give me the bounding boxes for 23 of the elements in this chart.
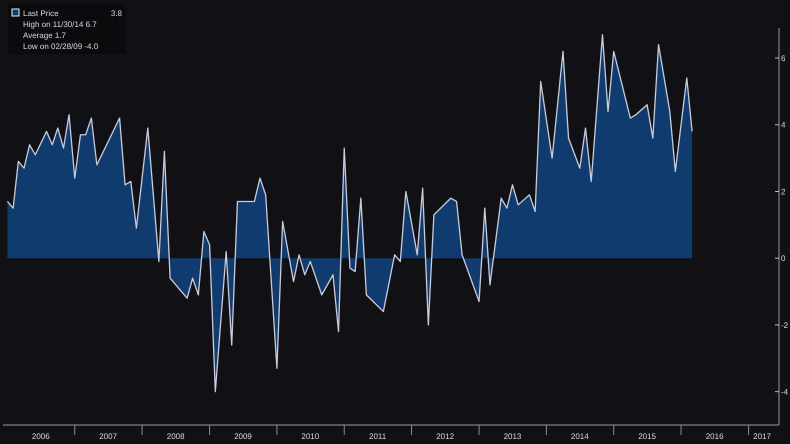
y-tick-label: 0 bbox=[781, 254, 786, 264]
y-tick-label: -4 bbox=[781, 388, 789, 397]
x-tick-label: 2007 bbox=[99, 432, 118, 441]
y-tick-label: -2 bbox=[781, 320, 789, 330]
x-tick-label: 2008 bbox=[166, 432, 186, 441]
x-tick-label: 2012 bbox=[436, 432, 455, 441]
legend-label: Last Price bbox=[23, 9, 60, 18]
y-tick-label: 6 bbox=[781, 54, 786, 64]
x-tick-label: 2017 bbox=[753, 432, 772, 441]
x-tick-label: 2006 bbox=[32, 432, 50, 441]
y-tick-label: 4 bbox=[781, 120, 786, 130]
x-tick-label: 2013 bbox=[504, 432, 522, 441]
annotation: Low on 02/28/09 -4.0 bbox=[23, 42, 99, 51]
x-tick-label: 2015 bbox=[638, 432, 657, 441]
x-tick-label: 2009 bbox=[234, 432, 252, 441]
text: 3.8 bbox=[110, 9, 123, 18]
y-tick-label: 2 bbox=[781, 187, 786, 196]
annotation: Average 1.7 bbox=[23, 31, 67, 40]
x-tick-label: 2011 bbox=[369, 432, 387, 441]
x-tick-label: 2010 bbox=[301, 432, 320, 441]
x-tick-label: 2014 bbox=[570, 432, 590, 441]
x-tick-label: 2016 bbox=[706, 432, 724, 441]
annotation: High on 11/30/14 6.7 bbox=[23, 20, 98, 29]
